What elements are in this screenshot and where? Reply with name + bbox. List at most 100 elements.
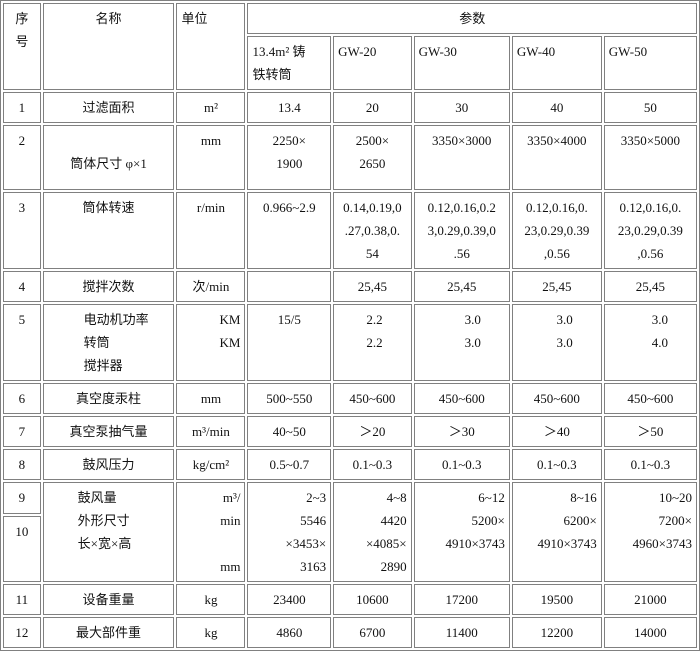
row-value: 450~600 <box>511 383 602 414</box>
row-value: 2.2 2.2 <box>333 304 412 381</box>
row-value: 50 <box>603 92 697 123</box>
row-value: 14000 <box>603 617 697 648</box>
table-row: 5 电动机功率 转筒 搅拌器 KM KM 15/5 2.2 2.2 3.0 3.0 3.0 … <box>3 304 697 381</box>
row-unit: m³/ min mm <box>176 482 246 582</box>
row-value: 0.12,0.16,0. 23,0.29,0.39 ,0.56 <box>603 192 697 269</box>
row-value: 15/5 <box>247 304 332 381</box>
row-unit: r/min <box>176 192 246 269</box>
row-seq: 11 <box>3 584 41 615</box>
row-seq: 9 <box>3 482 41 514</box>
row-name: 过滤面积 <box>42 92 175 123</box>
row-value: 0.5~0.7 <box>247 449 332 480</box>
table-row: 1 过滤面积 m² 13.4 20 30 40 50 <box>3 92 697 123</box>
row-name: 鼓风量 外形尺寸 长×宽×高 <box>42 482 175 582</box>
header-model: GW-40 <box>511 36 602 90</box>
table-row: 8 鼓风压力 kg/cm² 0.5~0.7 0.1~0.3 0.1~0.3 0.1~0.3 0… <box>3 449 697 480</box>
row-value: 19500 <box>511 584 602 615</box>
row-name: 鼓风压力 <box>42 449 175 480</box>
row-value: 3350×3000 <box>413 125 510 190</box>
row-unit: KM KM <box>176 304 246 381</box>
row-value: 3.0 3.0 <box>413 304 510 381</box>
row-name: 筒体尺寸 φ×1 <box>42 125 175 190</box>
row-value: 25,45 <box>603 271 697 302</box>
row-value: 30 <box>413 92 510 123</box>
table-row: 4 搅拌次数 次/min 25,45 25,45 25,45 25,45 <box>3 271 697 302</box>
row-value: 2250× 1900 <box>247 125 332 190</box>
header-row: 序 号 名称 单位 参数 <box>3 3 697 90</box>
row-value: 0.966~2.9 <box>247 192 332 269</box>
row-name: 筒体转速 <box>42 192 175 269</box>
row-value: 3350×5000 <box>603 125 697 190</box>
row-name: 真空度汞柱 <box>42 383 175 414</box>
row-unit: kg/cm² <box>176 449 246 480</box>
row-value <box>247 271 332 302</box>
row-value: 20 <box>333 92 412 123</box>
row-value: 13.4 <box>247 92 332 123</box>
row-value: 0.1~0.3 <box>511 449 602 480</box>
row-name: 最大部件重 <box>42 617 175 648</box>
row-unit: 次/min <box>176 271 246 302</box>
row-unit: mm <box>176 125 246 190</box>
table-row: 12 最大部件重 kg 4860 6700 11400 12200 14000 <box>3 617 697 648</box>
header-seq: 序 号 <box>3 3 41 90</box>
row-value: ＞50 <box>603 416 697 447</box>
row-value: 3.0 3.0 <box>511 304 602 381</box>
row-value: 0.14,0.19,0 .27,0.38,0. 54 <box>333 192 412 269</box>
row-value: ＞40 <box>511 416 602 447</box>
row-seq: 5 <box>3 304 41 381</box>
row-value: 6700 <box>333 617 412 648</box>
row-value: 3.0 4.0 <box>603 304 697 381</box>
row-name: 真空泵抽气量 <box>42 416 175 447</box>
row-value: 2~3 5546 ×3453× 3163 <box>247 482 332 582</box>
row-seq: 10 <box>3 515 41 582</box>
row-value: 8~16 6200× 4910×3743 <box>511 482 602 582</box>
row-value: 0.12,0.16,0. 23,0.29,0.39 ,0.56 <box>511 192 602 269</box>
header-name: 名称 <box>42 3 175 90</box>
header-unit: 单位 <box>176 3 246 90</box>
row-value: 4~8 4420 ×4085× 2890 <box>333 482 412 582</box>
row-value: 25,45 <box>333 271 412 302</box>
row-seq: 4 <box>3 271 41 302</box>
row-value: 6~12 5200× 4910×3743 <box>413 482 510 582</box>
row-value: ＞20 <box>333 416 412 447</box>
table-row: 2 筒体尺寸 φ×1 mm 2250× 1900 2500× 2650 3350×300… <box>3 125 697 190</box>
row-value: 25,45 <box>413 271 510 302</box>
row-value: 0.1~0.3 <box>603 449 697 480</box>
row-value: 450~600 <box>603 383 697 414</box>
row-value: 0.12,0.16,0.2 3,0.29,0.39,0 .56 <box>413 192 510 269</box>
row-unit: kg <box>176 617 246 648</box>
row-seq: 7 <box>3 416 41 447</box>
row-value: 12200 <box>511 617 602 648</box>
row-value: 3350×4000 <box>511 125 602 190</box>
row-value: 40~50 <box>247 416 332 447</box>
header-params: 参数 <box>247 3 697 34</box>
table-row: 7 真空泵抽气量 m³/min 40~50 ＞20 ＞30 ＞40 ＞50 <box>3 416 697 447</box>
row-value: 11400 <box>413 617 510 648</box>
header-model: 13.4m² 铸 铁转筒 <box>247 36 332 90</box>
table-row: 11 设备重量 kg 23400 10600 17200 19500 21000 <box>3 584 697 615</box>
header-model: GW-20 <box>333 36 412 90</box>
row-seq: 3 <box>3 192 41 269</box>
table-row: 9 鼓风量 外形尺寸 长×宽×高 m³/ min mm 2~3 5546 ×3453×… <box>3 482 697 582</box>
row-seq: 8 <box>3 449 41 480</box>
table-row: 6 真空度汞柱 mm 500~550 450~600 450~600 450~600 450~… <box>3 383 697 414</box>
row-value: 450~600 <box>413 383 510 414</box>
row-value: 4860 <box>247 617 332 648</box>
row-name: 搅拌次数 <box>42 271 175 302</box>
row-value: 10600 <box>333 584 412 615</box>
row-seq: 1 <box>3 92 41 123</box>
row-unit: mm <box>176 383 246 414</box>
row-value: ＞30 <box>413 416 510 447</box>
row-name: 设备重量 <box>42 584 175 615</box>
row-unit: m² <box>176 92 246 123</box>
row-value: 23400 <box>247 584 332 615</box>
row-value: 17200 <box>413 584 510 615</box>
row-value: 25,45 <box>511 271 602 302</box>
row-value: 450~600 <box>333 383 412 414</box>
row-unit: m³/min <box>176 416 246 447</box>
header-models-row: 13.4m² 铸 铁转筒 GW-20 GW-30 GW-40 GW-50 <box>3 36 697 90</box>
row-value: 40 <box>511 92 602 123</box>
row-value: 21000 <box>603 584 697 615</box>
row-value: 0.1~0.3 <box>333 449 412 480</box>
